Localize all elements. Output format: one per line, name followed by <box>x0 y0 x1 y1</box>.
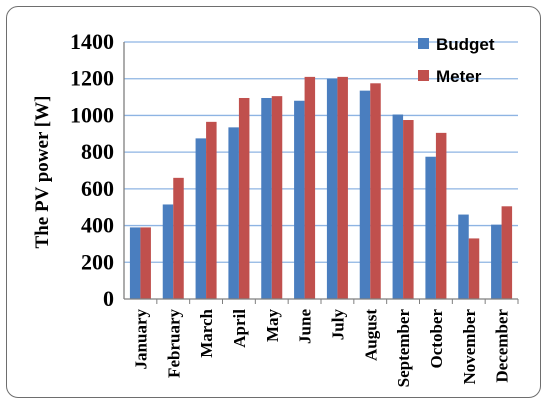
legend-label-meter: Meter <box>436 67 482 86</box>
bar-meter-june <box>304 76 316 299</box>
legend-swatch-meter <box>418 70 429 81</box>
y-tick-label: 800 <box>81 139 114 164</box>
bar-meter-october <box>435 132 447 299</box>
y-tick-labels: 0 200 400 600 800 1000 1200 1400 <box>70 29 114 311</box>
y-tick-label: 1400 <box>70 29 114 54</box>
x-tick-label: February <box>164 309 183 378</box>
x-tick-label: October <box>427 309 446 369</box>
bars <box>129 76 513 300</box>
bar-meter-may <box>271 96 283 300</box>
bar-budget-february <box>162 204 174 299</box>
y-tick-label: 1200 <box>70 66 114 91</box>
x-tick-label: March <box>197 308 216 357</box>
bar-meter-march <box>206 121 217 299</box>
bar-meter-november <box>468 238 480 299</box>
y-tick-label: 0 <box>103 286 114 311</box>
x-tick-label: May <box>263 309 282 343</box>
legend-swatch-budget <box>418 38 429 49</box>
bar-budget-september <box>392 114 404 299</box>
bar-budget-november <box>458 214 469 299</box>
gridlines <box>124 41 518 263</box>
x-tick-label: November <box>460 309 479 385</box>
bar-meter-july <box>337 76 348 299</box>
bar-budget-december <box>491 224 502 299</box>
bar-meter-april <box>238 97 250 299</box>
bar-meter-august <box>370 83 381 299</box>
bar-budget-january <box>129 227 141 299</box>
bar-meter-february <box>173 177 184 299</box>
x-tick-label: April <box>230 309 249 348</box>
y-tick-label: 400 <box>81 213 114 238</box>
y-tick-label: 600 <box>81 176 114 201</box>
bar-budget-march <box>195 138 207 299</box>
bar-budget-july <box>326 78 338 299</box>
y-tick-label: 1000 <box>70 102 114 127</box>
x-tick-labels: January February March April May June July Augu… <box>131 308 511 387</box>
x-tick-label: July <box>328 309 347 341</box>
legend: Budget Meter <box>418 35 495 86</box>
x-tick-label: January <box>131 309 150 370</box>
bar-budget-october <box>425 156 436 299</box>
axes <box>123 42 519 304</box>
bar-meter-january <box>140 227 151 299</box>
bar-budget-may <box>261 97 272 299</box>
x-tick-label: December <box>493 309 512 383</box>
bar-budget-august <box>359 90 371 300</box>
bar-budget-april <box>228 127 239 299</box>
x-tick-label: June <box>296 309 315 344</box>
y-tick-label: 200 <box>81 249 114 274</box>
bar-meter-december <box>501 206 513 299</box>
legend-label-budget: Budget <box>436 35 495 54</box>
bar-meter-september <box>403 120 414 300</box>
x-tick-label: September <box>394 309 413 388</box>
y-axis-label: The PV power [W] <box>32 96 53 249</box>
bar-budget-june <box>294 100 305 299</box>
x-tick-label: August <box>361 309 380 361</box>
